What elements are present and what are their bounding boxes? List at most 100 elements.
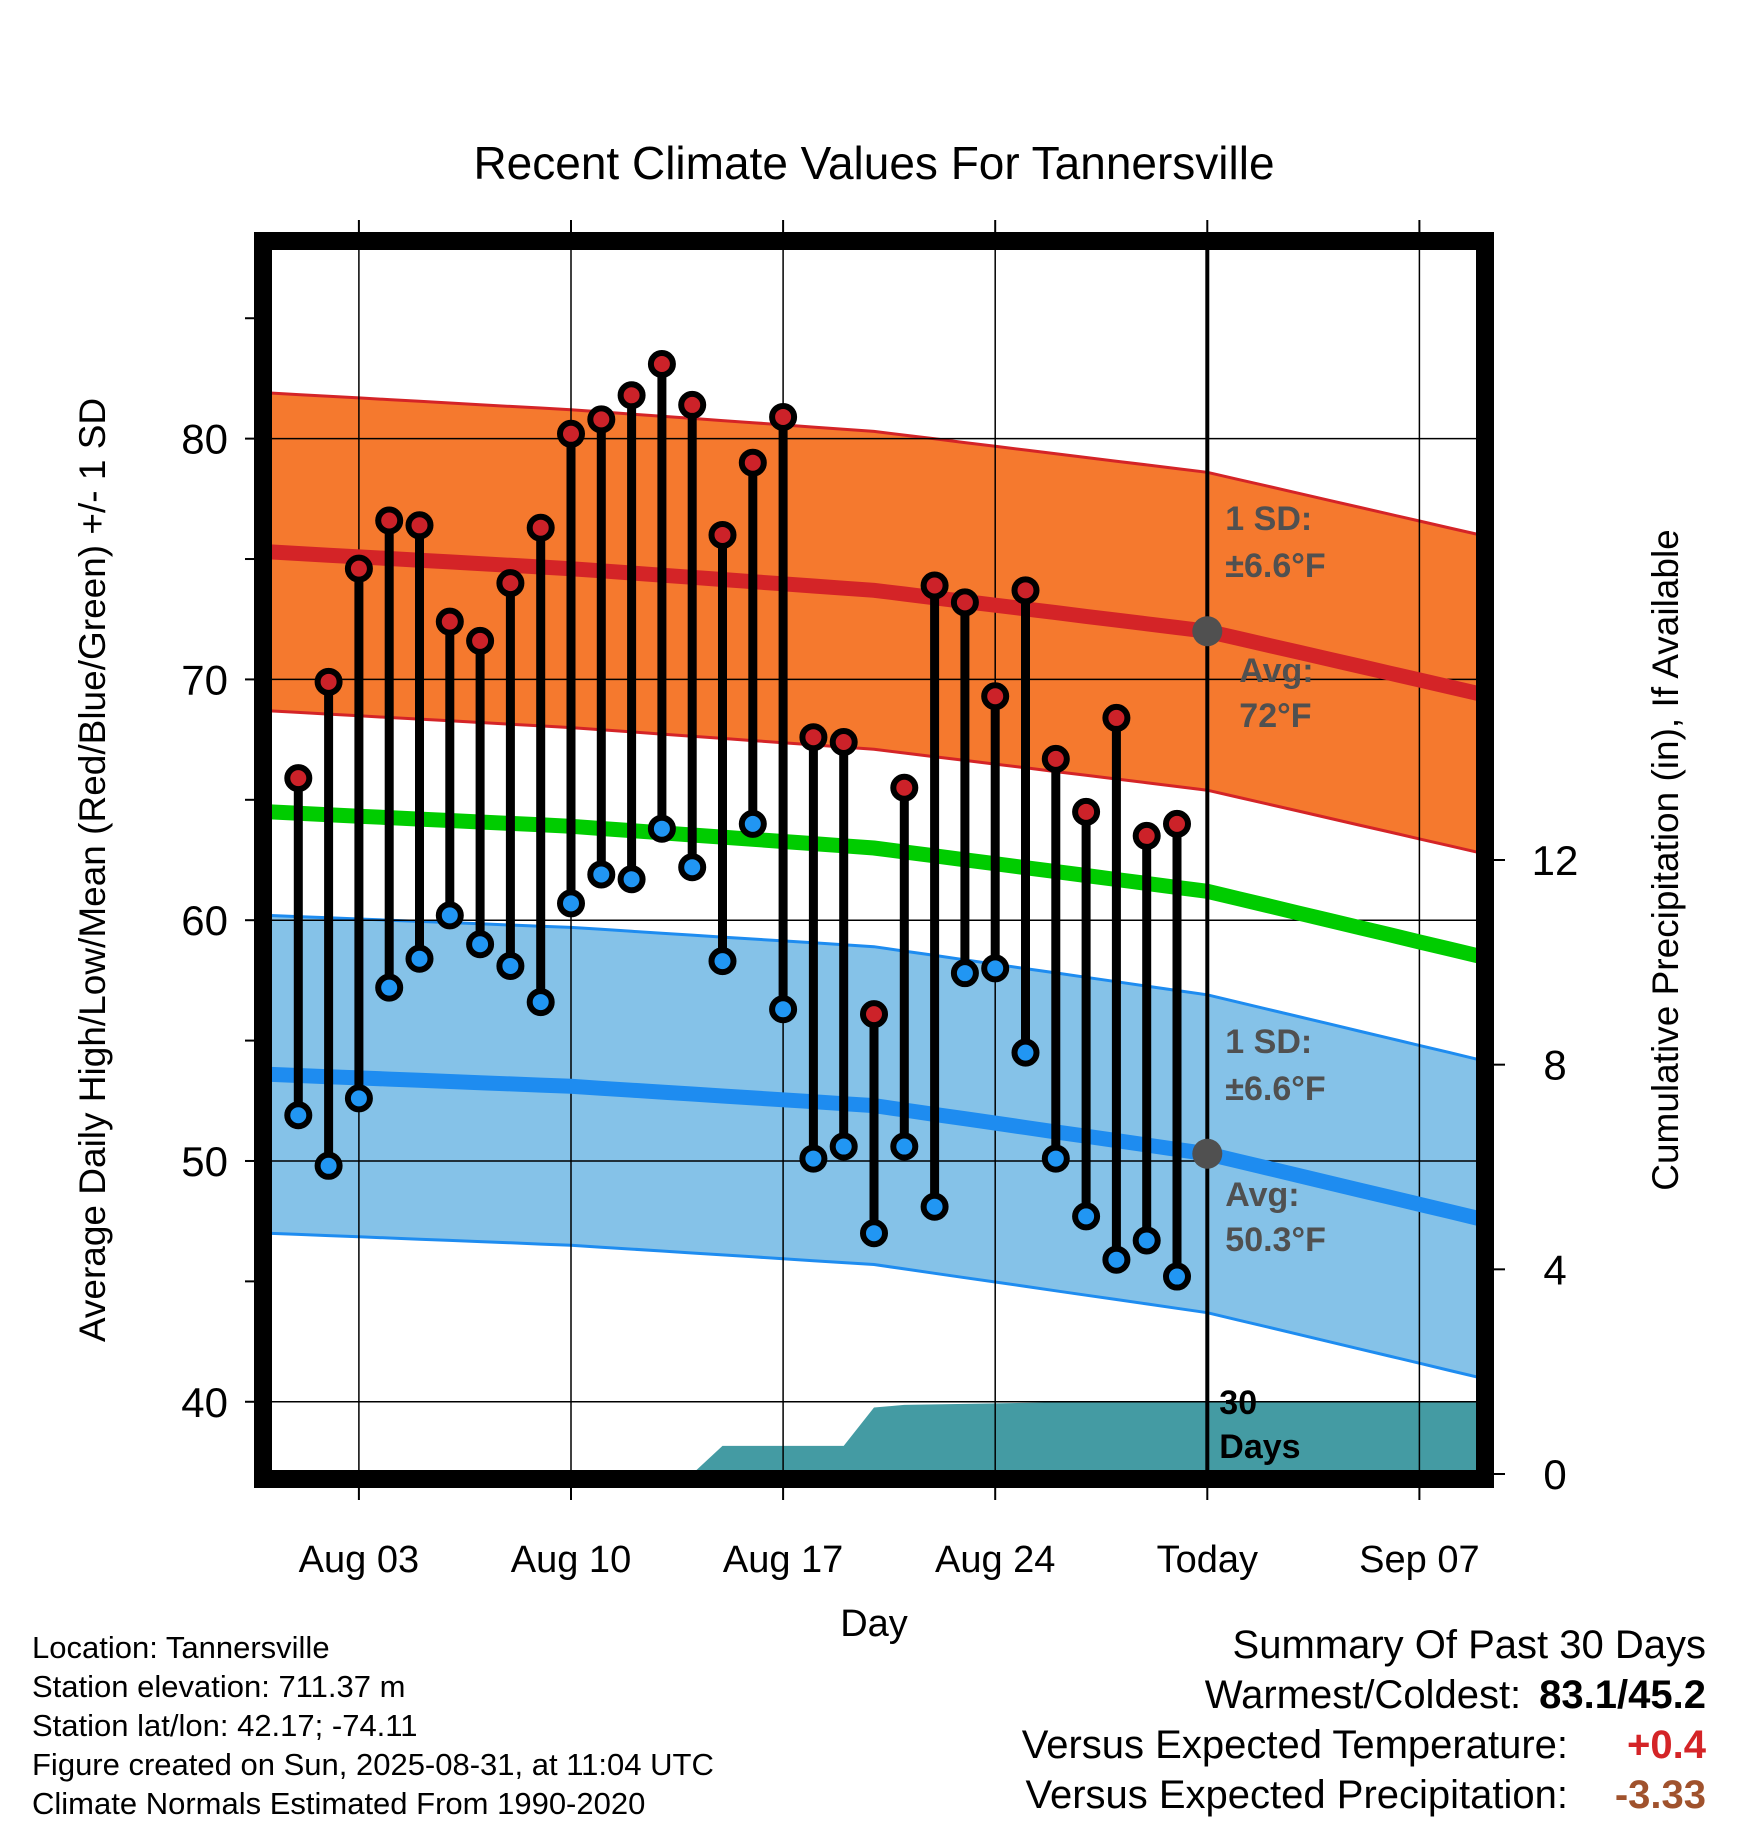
daily-high-point	[1163, 809, 1191, 838]
daily-high-point	[557, 419, 585, 448]
daily-high-point	[1132, 821, 1161, 850]
daily-high-point	[708, 520, 737, 549]
bottom-tick-label: Aug 03	[299, 1539, 419, 1581]
daily-high-point	[375, 506, 404, 535]
daily-high-point	[1041, 744, 1070, 773]
daily-high-point	[920, 571, 949, 600]
daily-low-point	[920, 1192, 949, 1221]
daily-low-point	[617, 865, 646, 894]
daily-low-point	[526, 988, 555, 1017]
daily-low-point	[1072, 1202, 1101, 1231]
plot-border	[254, 232, 1494, 1488]
y-axis-label-left: Average Daily High/Low/Mean (Red/Blue/Gr…	[72, 398, 113, 1342]
precip-days-number: 30	[1219, 1384, 1257, 1422]
avg-high-line	[267, 544, 1482, 702]
daily-low-point	[981, 954, 1010, 983]
avg-mean-line	[267, 804, 1482, 964]
daily-high-point	[678, 390, 707, 419]
bottom-tick-label: Aug 10	[511, 1539, 631, 1581]
low-sd-upper-edge	[267, 913, 1481, 1062]
daily-low-point	[587, 860, 616, 889]
station-info: Location: Tannersville Station elevation…	[32, 1628, 714, 1823]
daily-low-point	[1163, 1262, 1191, 1291]
daily-high-point	[435, 607, 464, 636]
precip-label: Versus Expected Precipitation:	[1025, 1773, 1568, 1817]
daily-low-point	[1041, 1144, 1070, 1173]
precipitation-area	[692, 1401, 1480, 1474]
precip-value: -3.33	[1614, 1773, 1706, 1817]
daily-high-point	[1102, 703, 1131, 732]
temp-value: +0.4	[1627, 1723, 1706, 1767]
left-tick-label: 80	[181, 416, 228, 463]
daily-low-point	[769, 995, 798, 1024]
daily-low-point	[435, 901, 464, 930]
daily-low-point	[678, 853, 707, 882]
daily-high-point	[829, 728, 858, 757]
latlon-text: Station lat/lon: 42.17; -74.11	[32, 1708, 418, 1743]
bottom-tick-label: Sep 07	[1359, 1539, 1479, 1581]
daily-low-point	[496, 951, 525, 980]
daily-high-point	[1072, 797, 1101, 826]
summary-panel: Summary Of Past 30 Days Warmest/Coldest:…	[1022, 1620, 1706, 1820]
bottom-tick-label: Aug 17	[723, 1539, 843, 1581]
today-line	[1192, 246, 1223, 1474]
daily-high-point	[617, 381, 646, 410]
daily-low-point	[799, 1144, 828, 1173]
daily-high-point	[587, 405, 616, 434]
daily-low-point	[375, 973, 404, 1002]
daily-high-point	[738, 448, 767, 477]
normals-text: Climate Normals Estimated From 1990-2020	[32, 1786, 646, 1821]
daily-low-point	[1102, 1245, 1131, 1274]
warmest-value: 83.1/45.2	[1539, 1673, 1706, 1717]
daily-high-point	[466, 626, 495, 655]
precip-fill	[692, 1401, 1480, 1474]
daily-high-point	[1011, 576, 1040, 605]
daily-high-point	[981, 682, 1010, 711]
daily-ranges	[284, 349, 1191, 1291]
daily-high-point	[950, 588, 979, 617]
daily-high-point	[647, 349, 676, 378]
left-tick-label: 40	[181, 1379, 228, 1426]
annotations: 1 SD: ±6.6°F Avg: 72°F 1 SD: ±6.6°F Avg: 50.3°F…	[1219, 500, 1326, 1466]
axes: 40 50 60 70 80 0 4 8 12 Aug 03 Aug 10 Aug 17 Aug 24 T…	[181, 220, 1578, 1581]
daily-high-point	[344, 554, 373, 583]
high-avg-label: Avg:	[1239, 652, 1313, 690]
right-tick-label: 12	[1532, 837, 1579, 884]
daily-low-point	[557, 889, 585, 918]
right-tick-label: 4	[1543, 1246, 1566, 1293]
elevation-text: Station elevation: 711.37 m	[32, 1669, 406, 1704]
x-axis-label: Day	[840, 1603, 908, 1645]
today-avg-high-marker	[1192, 616, 1223, 647]
daily-high-point	[799, 723, 828, 752]
daily-low-point	[708, 947, 737, 976]
created-text: Figure created on Sun, 2025-08-31, at 11…	[32, 1747, 714, 1782]
high-avg-value: 72°F	[1239, 697, 1311, 735]
summary-precip-row: Versus Expected Precipitation: -3.33	[1022, 1770, 1706, 1820]
daily-high-point	[860, 1000, 888, 1029]
daily-low-point	[829, 1132, 858, 1161]
daily-low-point	[647, 814, 676, 843]
daily-high-point	[496, 569, 525, 598]
daily-high-point	[769, 402, 798, 431]
bottom-tick-label: Aug 24	[935, 1539, 1055, 1581]
daily-high-point	[314, 667, 343, 696]
left-tick-label: 60	[181, 897, 228, 944]
y-axis-label-right: Cumulative Precipitation (in), If Availa…	[1645, 529, 1686, 1191]
plot-frame	[254, 232, 1494, 1488]
daily-low-point	[314, 1151, 343, 1180]
daily-low-point	[1011, 1038, 1040, 1067]
today-avg-low-marker	[1192, 1138, 1223, 1169]
low-sd-label: 1 SD:	[1225, 1023, 1312, 1061]
summary-warmest-row: Warmest/Coldest: 83.1/45.2	[1022, 1670, 1706, 1720]
high-sd-upper-edge	[267, 391, 1481, 537]
temp-label: Versus Expected Temperature:	[1021, 1723, 1568, 1767]
precip-days-label: Days	[1219, 1428, 1300, 1466]
chart-title: Recent Climate Values For Tannersville	[473, 137, 1274, 189]
daily-low-point	[738, 809, 767, 838]
daily-low-point	[466, 930, 495, 959]
right-tick-label: 0	[1543, 1451, 1566, 1498]
daily-high-point	[526, 513, 555, 542]
high-sd-label: 1 SD:	[1225, 500, 1312, 538]
daily-low-point	[344, 1084, 373, 1113]
